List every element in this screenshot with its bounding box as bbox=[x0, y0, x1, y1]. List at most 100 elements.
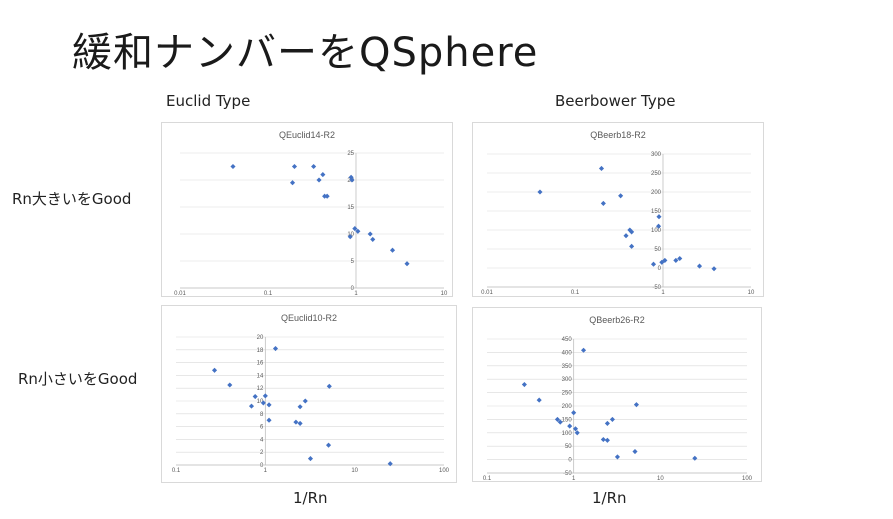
euclid10-point bbox=[262, 393, 268, 399]
euclid10-point bbox=[266, 402, 272, 408]
chart-beerb26-svg: QBeerb26-R2 -50 0 50 100 150 200 250 300 350 400 45… bbox=[483, 315, 753, 481]
beerb18-y-tick-label: 300 bbox=[651, 152, 662, 158]
beerb18-point bbox=[629, 229, 635, 235]
beerb26-x-tick-label: 0.1 bbox=[483, 476, 492, 481]
euclid14-point bbox=[370, 236, 376, 242]
beerb18-y-tick-label: 0 bbox=[658, 266, 662, 272]
euclid10-point bbox=[227, 382, 233, 388]
slide-title: 緩和ナンバーをQSphere bbox=[72, 30, 539, 76]
beerb26-point bbox=[632, 449, 638, 455]
beerb18-point bbox=[629, 243, 635, 249]
euclid14-x-tick-label: 0.1 bbox=[264, 291, 273, 296]
row-label-good-small: Rn小さいをGood bbox=[18, 370, 138, 388]
beerb26-y-tick-label: 350 bbox=[562, 364, 573, 370]
euclid10-y-tick-label: 4 bbox=[260, 437, 264, 443]
euclid14-y-tick-label: 5 bbox=[351, 259, 355, 265]
beerb26-y-tick-label: 450 bbox=[562, 337, 573, 343]
beerb18-y-tick-label: 200 bbox=[651, 190, 662, 196]
euclid10-y-tick-label: 8 bbox=[260, 412, 264, 418]
beerb26-point bbox=[604, 420, 610, 426]
euclid10-x-tick-label: 0.1 bbox=[172, 468, 181, 474]
beerb18-y-tick-label: 150 bbox=[651, 209, 662, 215]
beerb26-point bbox=[692, 455, 698, 461]
beerb26-point bbox=[521, 382, 527, 388]
euclid10-y-tick-label: 12 bbox=[257, 386, 264, 392]
beerb18-y-tick-label: 50 bbox=[654, 247, 661, 253]
euclid10-point bbox=[297, 404, 303, 410]
beerb26-y-tick-label: 250 bbox=[562, 391, 573, 397]
column-label-beerbower: Beerbower Type bbox=[555, 92, 676, 110]
beerb26-x-tick-label: 100 bbox=[742, 476, 753, 481]
beerb26-point bbox=[567, 423, 573, 429]
euclid14-point bbox=[291, 163, 298, 170]
euclid14-point bbox=[311, 163, 317, 170]
beerb18-point bbox=[711, 266, 717, 272]
beerb26-y-tick-label: 0 bbox=[568, 458, 572, 464]
euclid10-y-tick-label: 20 bbox=[257, 335, 264, 341]
euclid10-point bbox=[260, 400, 266, 406]
beerb26-y-tick-label: 400 bbox=[562, 350, 573, 356]
euclid10-point bbox=[248, 403, 255, 409]
beerb26-point bbox=[600, 436, 606, 443]
euclid10-y-tick-label: 2 bbox=[260, 450, 264, 456]
euclid14-y-tick-label: 25 bbox=[347, 151, 354, 157]
euclid10-y-tick-label: 18 bbox=[257, 348, 264, 354]
beerb26-point bbox=[609, 416, 615, 422]
euclid14-point bbox=[389, 247, 396, 253]
beerb26-y-tick-label: 100 bbox=[562, 431, 573, 437]
beerb26-x-tick-label: 1 bbox=[572, 476, 576, 481]
euclid14-point bbox=[289, 180, 296, 186]
euclid14-x-tick-label: 10 bbox=[441, 291, 448, 296]
euclid10-point bbox=[387, 461, 393, 467]
euclid10-y-tick-label: 6 bbox=[260, 425, 264, 431]
chart-beerb18: QBeerb18-R2 -50 0 50 100 150 200 250 300 0.01 0.1 1… bbox=[472, 122, 764, 297]
beerb18-point bbox=[650, 261, 657, 267]
x-caption-left: 1/Rn bbox=[293, 489, 328, 507]
row-label-good-large: Rn大きいをGood bbox=[12, 190, 132, 208]
euclid10-x-tick-label: 1 bbox=[264, 468, 268, 474]
beerb26-title: QBeerb26-R2 bbox=[589, 315, 645, 325]
beerb26-point bbox=[633, 402, 639, 408]
euclid14-point bbox=[316, 177, 322, 183]
chart-euclid10: QEuclid10-R2 0 2 4 6 8 10 12 14 16 18 20 0.1 1 10 100 bbox=[161, 305, 457, 483]
beerb26-point bbox=[536, 397, 542, 403]
euclid10-point bbox=[293, 419, 299, 425]
beerb18-x-tick-label: 1 bbox=[661, 290, 665, 296]
euclid14-point bbox=[230, 163, 236, 170]
beerb26-point bbox=[580, 347, 587, 353]
beerb26-point bbox=[571, 410, 577, 416]
beerb26-point bbox=[614, 454, 620, 460]
beerb18-point bbox=[618, 193, 624, 199]
beerb26-y-tick-label: 200 bbox=[562, 404, 573, 410]
chart-beerb26: QBeerb26-R2 -50 0 50 100 150 200 250 300 350 400 45… bbox=[472, 307, 762, 482]
beerb26-y-tick-label: 150 bbox=[562, 417, 573, 423]
beerb18-y-tick-label: 100 bbox=[651, 228, 662, 234]
euclid14-point bbox=[320, 172, 326, 178]
beerb26-y-tick-label: -50 bbox=[563, 471, 572, 477]
euclid14-y-tick-label: 15 bbox=[347, 205, 354, 211]
beerb18-point bbox=[598, 165, 605, 171]
beerb18-title: QBeerb18-R2 bbox=[590, 130, 646, 140]
beerb26-y-tick-label: 300 bbox=[562, 377, 573, 383]
euclid14-point bbox=[355, 228, 361, 234]
beerb26-point bbox=[604, 437, 610, 443]
beerb18-point bbox=[600, 200, 606, 206]
beerb18-x-tick-label: 0.1 bbox=[571, 290, 580, 296]
euclid10-point bbox=[252, 393, 258, 400]
euclid10-title: QEuclid10-R2 bbox=[281, 313, 337, 323]
x-caption-right: 1/Rn bbox=[592, 489, 627, 507]
column-label-euclid: Euclid Type bbox=[166, 92, 251, 110]
chart-euclid10-svg: QEuclid10-R2 0 2 4 6 8 10 12 14 16 18 20 0.1 1 10 100 bbox=[172, 313, 450, 474]
euclid10-point bbox=[272, 345, 279, 352]
euclid14-title: QEuclid14-R2 bbox=[279, 130, 335, 140]
euclid10-x-tick-label: 100 bbox=[439, 468, 450, 474]
euclid10-point bbox=[302, 398, 308, 404]
euclid14-point bbox=[349, 177, 355, 183]
euclid10-point bbox=[307, 456, 314, 462]
beerb18-point bbox=[623, 233, 629, 239]
euclid14-y-tick-label: 0 bbox=[351, 286, 355, 292]
euclid10-y-tick-label: 16 bbox=[257, 361, 264, 367]
euclid10-y-tick-label: 10 bbox=[257, 399, 264, 405]
euclid14-x-tick-label: 0.01 bbox=[174, 291, 186, 296]
